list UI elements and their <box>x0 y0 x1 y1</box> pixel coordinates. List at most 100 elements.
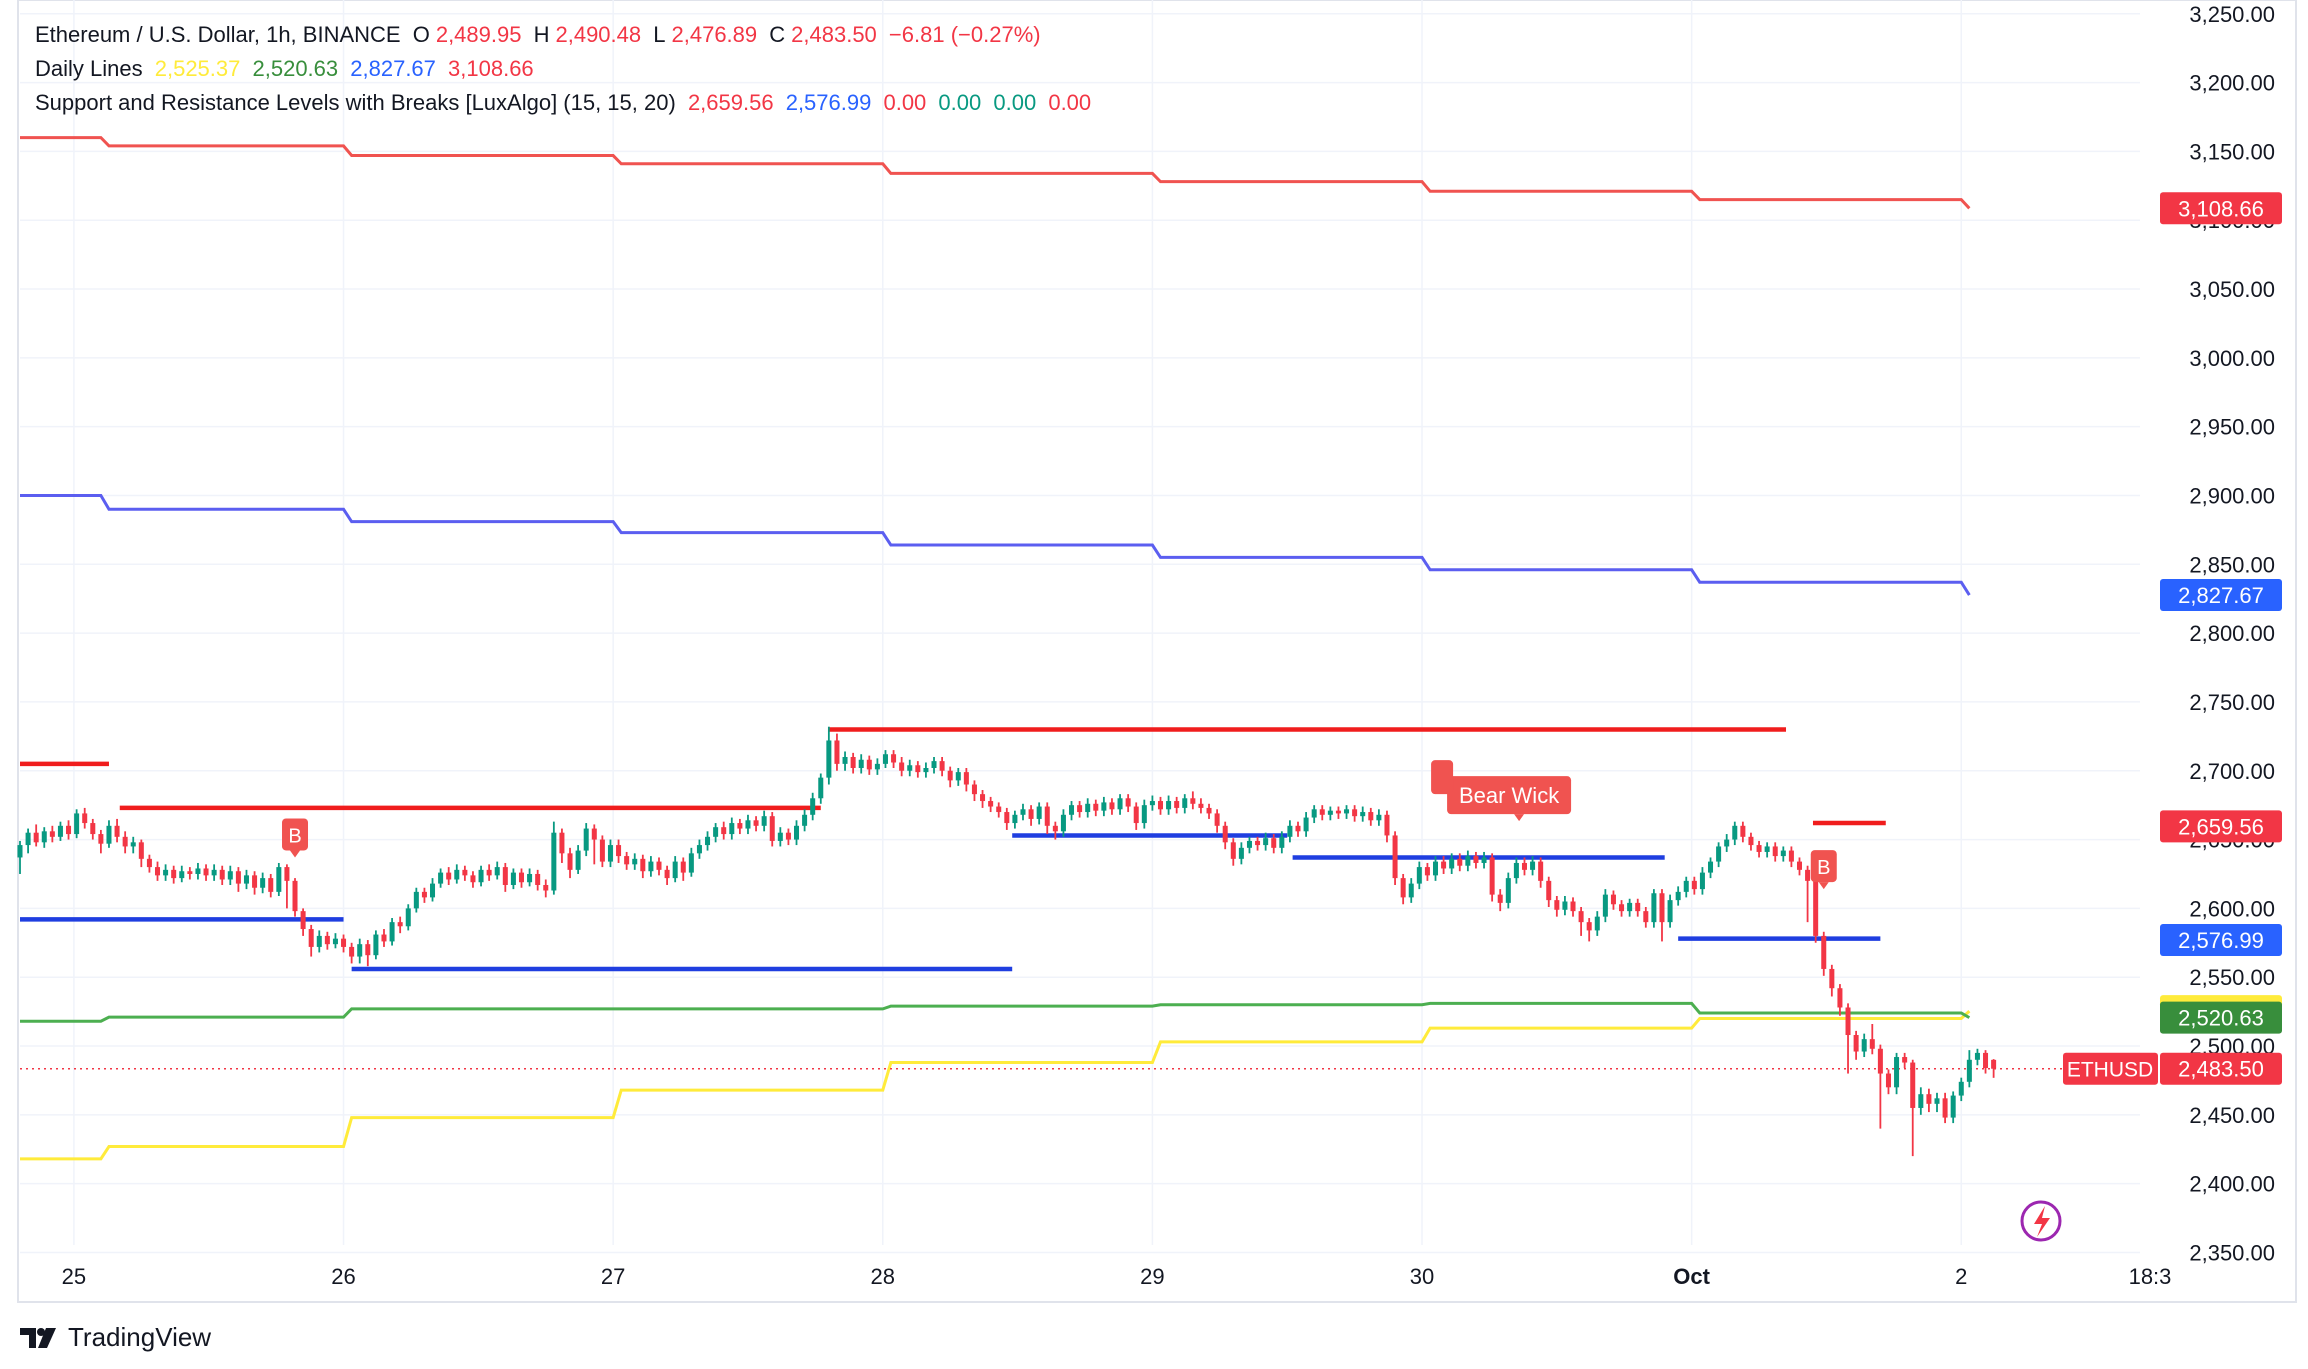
candle[interactable] <box>33 824 39 847</box>
candle[interactable] <box>1327 806 1333 821</box>
candle[interactable] <box>810 792 816 821</box>
tradingview-branding[interactable]: TradingView <box>20 1322 211 1353</box>
candle[interactable] <box>1077 801 1083 818</box>
candle[interactable] <box>672 856 678 883</box>
candle[interactable] <box>753 816 759 832</box>
candle[interactable] <box>1748 832 1754 851</box>
candle[interactable] <box>1805 865 1811 923</box>
candle[interactable] <box>219 865 225 885</box>
symbol-legend[interactable]: Ethereum / U.S. Dollar, 1h, BINANCE O 2,4… <box>35 22 1047 48</box>
candle[interactable] <box>1740 821 1746 843</box>
candle[interactable] <box>575 845 581 874</box>
candle[interactable] <box>373 930 379 960</box>
candle[interactable] <box>454 864 460 884</box>
candle[interactable] <box>1521 857 1527 876</box>
daily-lines-legend[interactable]: Daily Lines 2,525.37 2,520.63 2,827.67 3… <box>35 56 540 82</box>
candle[interactable] <box>1983 1050 1989 1074</box>
candle[interactable] <box>899 756 905 777</box>
candle[interactable] <box>1004 807 1010 830</box>
candle[interactable] <box>915 761 921 778</box>
candle[interactable] <box>1635 898 1641 917</box>
candle[interactable] <box>1473 851 1479 869</box>
candle[interactable] <box>316 930 322 953</box>
candle[interactable] <box>1643 907 1649 928</box>
candle[interactable] <box>486 864 492 881</box>
candle[interactable] <box>252 871 258 895</box>
candle[interactable] <box>1619 900 1625 917</box>
candle[interactable] <box>308 924 314 957</box>
candle[interactable] <box>632 853 638 870</box>
candle[interactable] <box>494 861 500 880</box>
candle[interactable] <box>1368 807 1374 826</box>
candle[interactable] <box>1861 1033 1867 1058</box>
candle[interactable] <box>705 831 711 851</box>
candle[interactable] <box>842 751 848 771</box>
candle[interactable] <box>268 873 274 898</box>
candle[interactable] <box>1675 886 1681 906</box>
candle[interactable] <box>438 868 444 888</box>
price-axis[interactable]: 2,350.002,400.002,450.002,500.002,550.00… <box>2189 2 2275 1266</box>
candle[interactable] <box>1497 889 1503 912</box>
candle[interactable] <box>1594 911 1600 936</box>
candle[interactable] <box>1214 809 1220 833</box>
candle[interactable] <box>1344 805 1350 819</box>
candle[interactable] <box>1271 834 1277 854</box>
candle[interactable] <box>171 865 177 884</box>
candle[interactable] <box>680 857 686 881</box>
candle[interactable] <box>413 887 419 913</box>
candle[interactable] <box>57 821 63 841</box>
candle[interactable] <box>1400 873 1406 905</box>
candle[interactable] <box>1149 795 1155 811</box>
candle[interactable] <box>243 869 249 890</box>
time-axis[interactable]: 25 26 27 28 29 30 Oct 2 18:3 <box>62 1264 2172 1289</box>
candle[interactable] <box>1093 799 1099 817</box>
candle[interactable] <box>1683 876 1689 898</box>
candle[interactable] <box>1578 907 1584 936</box>
candle[interactable] <box>1788 846 1794 868</box>
candle[interactable] <box>195 862 201 880</box>
candle[interactable] <box>1530 856 1536 876</box>
candle[interactable] <box>624 851 630 870</box>
price-label-265956[interactable]: 2,659.56 <box>2160 810 2282 843</box>
candle[interactable] <box>607 839 613 868</box>
candle[interactable] <box>1352 805 1358 822</box>
candle[interactable] <box>656 857 662 876</box>
candle[interactable] <box>1319 805 1325 821</box>
candle[interactable] <box>1303 812 1309 837</box>
indicator-name[interactable]: Support and Resistance Levels with Break… <box>35 90 676 115</box>
candle[interactable] <box>1028 805 1034 826</box>
indicator-name[interactable]: Daily Lines <box>35 56 143 81</box>
candle[interactable] <box>1360 806 1366 822</box>
candle[interactable] <box>130 836 136 854</box>
candle[interactable] <box>1756 840 1762 858</box>
candle[interactable] <box>527 868 533 887</box>
candle[interactable] <box>1764 842 1770 858</box>
candle[interactable] <box>1069 801 1075 821</box>
candle[interactable] <box>1796 857 1803 876</box>
candle[interactable] <box>1279 831 1285 854</box>
candle[interactable] <box>421 887 427 903</box>
candle[interactable] <box>1311 805 1317 824</box>
candle[interactable] <box>777 827 783 847</box>
candle[interactable] <box>1044 802 1050 835</box>
candle[interactable] <box>769 812 775 847</box>
candle[interactable] <box>567 847 573 879</box>
candle[interactable] <box>478 865 484 887</box>
candle[interactable] <box>146 854 152 873</box>
candle[interactable] <box>583 823 589 857</box>
symbol-price-tag[interactable]: ETHUSD <box>2063 1052 2158 1085</box>
candle[interactable] <box>745 814 751 835</box>
candle[interactable] <box>1991 1059 1997 1078</box>
candle[interactable] <box>357 938 363 964</box>
candle[interactable] <box>1877 1044 1883 1129</box>
candle[interactable] <box>292 878 298 917</box>
candle[interactable] <box>430 878 436 902</box>
candle[interactable] <box>1408 878 1414 903</box>
candle[interactable] <box>1505 872 1511 909</box>
candle[interactable] <box>1012 810 1018 829</box>
candle[interactable] <box>1966 1050 1972 1088</box>
candle[interactable] <box>1659 889 1665 942</box>
candle[interactable] <box>300 908 306 936</box>
candle[interactable] <box>939 756 945 777</box>
candle[interactable] <box>41 827 47 848</box>
